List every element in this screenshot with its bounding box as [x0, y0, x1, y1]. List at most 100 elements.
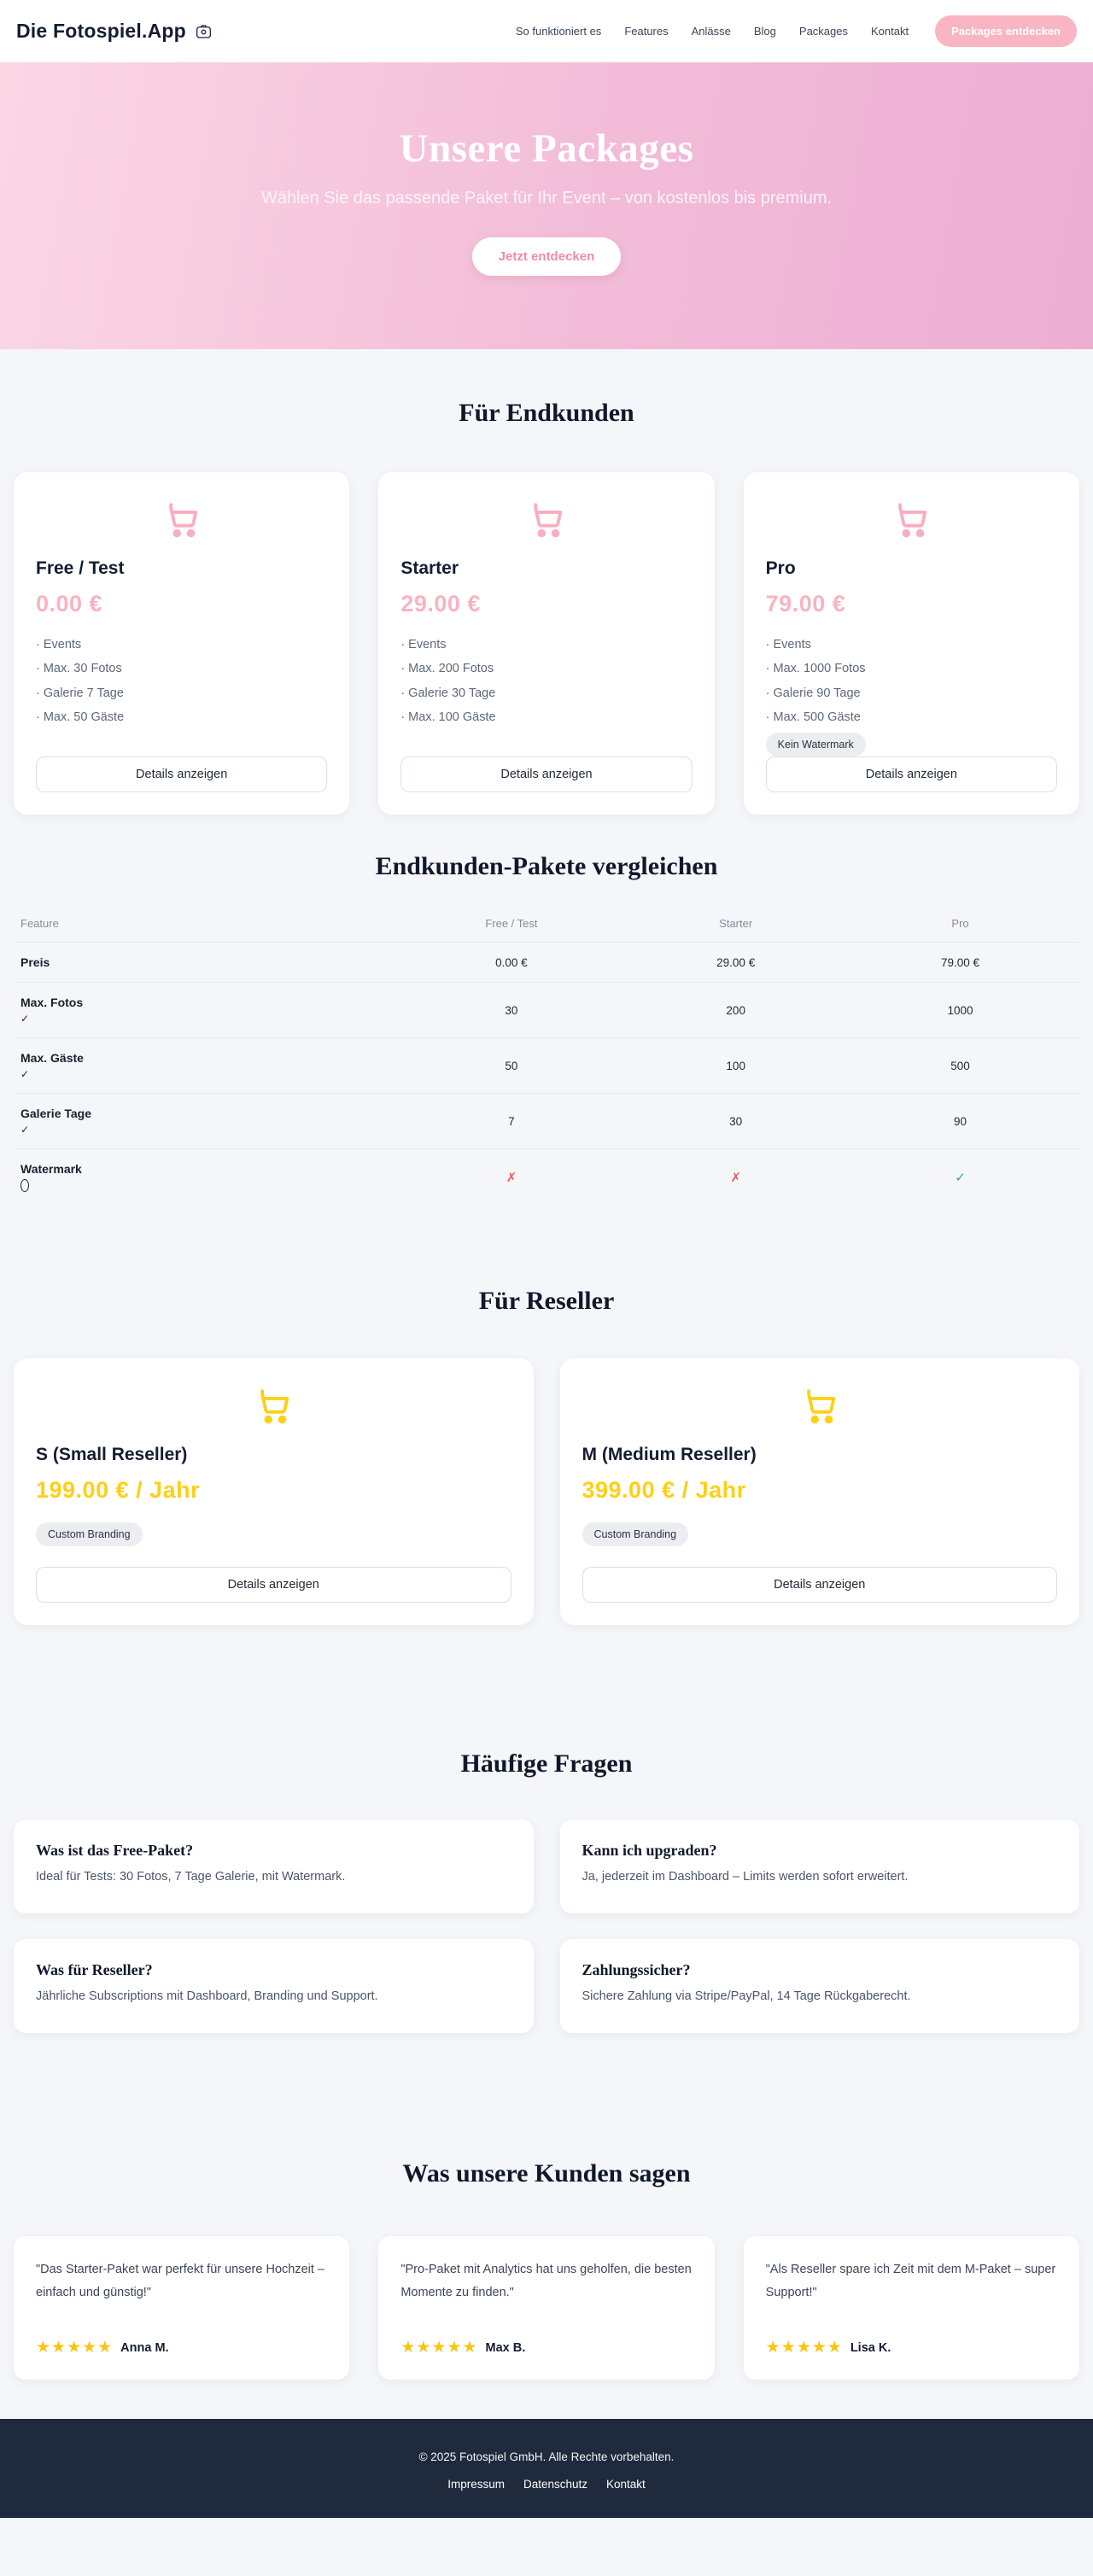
- faq-answer: Ja, jederzeit im Dashboard – Limits werd…: [582, 1870, 909, 1884]
- shopping-cart-icon: [766, 499, 1057, 543]
- nav-packages[interactable]: Packages: [798, 25, 848, 38]
- details-anzeigen-button[interactable]: Details anzeigen: [765, 756, 1057, 793]
- copyright-text: © 2025 Fotospiel GmbH. Alle Rechte vorbe…: [418, 2450, 675, 2464]
- hero-section: Unsere Packages Wählen Sie das passende …: [0, 62, 1093, 349]
- check-icon: ✓: [20, 1124, 30, 1136]
- reseller-title: Für Reseller: [478, 1287, 615, 1316]
- packages-entdecken-button[interactable]: Packages entdecken: [935, 15, 1077, 47]
- details-anzeigen-button[interactable]: Details anzeigen: [36, 756, 328, 793]
- shopping-cart-icon: [400, 499, 692, 543]
- star-rating-icon: ★★★★★: [400, 2339, 478, 2357]
- testimonial-quote: "Das Starter-Paket war perfekt für unser…: [36, 2263, 324, 2299]
- feature-item: · Max. 30 Fotos: [36, 662, 122, 676]
- faq-question: Kann ich upgraden?: [582, 1842, 717, 1860]
- package-price: 29.00 €: [400, 591, 481, 616]
- column-header-pro: Pro: [951, 917, 969, 931]
- testimonial-name: Lisa K.: [850, 2340, 891, 2355]
- check-icon: ✓: [20, 1013, 30, 1025]
- endkunden-title: Für Endkunden: [459, 399, 634, 427]
- ellipse-icon: [20, 1179, 29, 1193]
- feature-item: · Galerie 90 Tage: [765, 686, 861, 700]
- column-header-feature: Feature: [20, 917, 59, 931]
- cell-value: 500: [950, 1059, 970, 1072]
- feature-item: · Events: [400, 638, 447, 651]
- nav-features[interactable]: Features: [624, 25, 669, 38]
- testimonial-card: "Als Reseller spare ich Zeit mit dem M-P…: [743, 2236, 1079, 2380]
- faq-question: Was ist das Free-Paket?: [36, 1842, 194, 1860]
- comparison-section: Endkunden-Pakete vergleichen Feature Fre…: [14, 852, 1079, 1205]
- feature-item: · Events: [765, 638, 811, 651]
- star-rating-icon: ★★★★★: [36, 2339, 114, 2357]
- faq-question: Was für Reseller?: [36, 1961, 153, 1979]
- shopping-cart-icon: [582, 1386, 1058, 1429]
- testimonial-meta: ★★★★★ Anna M.: [36, 2322, 327, 2357]
- faq-grid: Was ist das Free-Paket? Ideal für Tests:…: [14, 1820, 1079, 2034]
- shopping-cart-icon: [36, 499, 327, 543]
- package-name: Free / Test: [36, 558, 125, 578]
- cell-value: 30: [505, 1003, 518, 1017]
- row-label: Max. Fotos: [20, 996, 84, 1010]
- cell-value: 200: [726, 1003, 745, 1017]
- custom-branding-badge: Custom Branding: [36, 1522, 143, 1547]
- comparison-table: Feature Free / Test Starter Pro Preis 0.…: [14, 905, 1079, 1205]
- hero-title: Unsere Packages: [399, 126, 694, 171]
- cell-value: 79.00 €: [941, 955, 980, 969]
- reseller-section: Für Reseller S (Small Reseller) 199.00 €…: [14, 1287, 1079, 1626]
- faq-card: Was für Reseller? Jährliche Subscription…: [14, 1939, 534, 2034]
- cross-icon: ✗: [730, 1170, 741, 1185]
- feature-item: · Max. 200 Fotos: [400, 662, 494, 676]
- nav-kontakt[interactable]: Kontakt: [871, 25, 909, 38]
- testimonial-name: Anna M.: [120, 2340, 169, 2355]
- testimonials-title: Was unsere Kunden sagen: [402, 2159, 691, 2188]
- nav-blog[interactable]: Blog: [753, 25, 776, 38]
- comparison-title: Endkunden-Pakete vergleichen: [375, 852, 718, 881]
- faq-section: Häufige Fragen Was ist das Free-Paket? I…: [14, 1749, 1079, 2034]
- footer-link-kontakt[interactable]: Kontakt: [606, 2478, 646, 2491]
- reseller-card-s: S (Small Reseller) 199.00 € / Jahr Custo…: [14, 1358, 534, 1626]
- table-row-watermark: Watermark ✗ ✗ ✓: [14, 1149, 1079, 1205]
- endkunden-section: Für Endkunden Free / Test 0.00 € · Event…: [14, 349, 1079, 815]
- nav-anlaesse[interactable]: Anlässe: [691, 25, 731, 38]
- package-features: · Events · Max. 30 Fotos · Galerie 7 Tag…: [36, 633, 327, 729]
- cell-value: 1000: [947, 1003, 973, 1017]
- cell-value: 7: [508, 1114, 515, 1128]
- footer-link-impressum[interactable]: Impressum: [447, 2478, 505, 2491]
- feature-item: · Max. 100 Gäste: [400, 710, 496, 724]
- logo[interactable]: Die Fotospiel.App: [16, 20, 213, 43]
- site-footer: © 2025 Fotospiel GmbH. Alle Rechte vorbe…: [0, 2419, 1093, 2519]
- package-price: 79.00 €: [765, 591, 846, 616]
- details-anzeigen-button[interactable]: Details anzeigen: [582, 1567, 1057, 1603]
- cross-icon: ✗: [506, 1170, 517, 1185]
- package-features: · Events · Max. 200 Fotos · Galerie 30 T…: [400, 633, 692, 729]
- package-name: S (Small Reseller): [36, 1445, 188, 1465]
- faq-card: Kann ich upgraden? Ja, jederzeit im Dash…: [559, 1820, 1079, 1914]
- check-icon: ✓: [20, 1068, 30, 1081]
- table-row-max-fotos: Max. Fotos ✓ 30 200 1000: [14, 983, 1079, 1039]
- testimonial-name: Max B.: [485, 2340, 526, 2355]
- jetzt-entdecken-button[interactable]: Jetzt entdecken: [471, 237, 622, 276]
- cell-value: 0.00 €: [495, 955, 528, 969]
- package-price: 0.00 €: [36, 591, 103, 616]
- row-label: Preis: [20, 955, 50, 970]
- feature-item: · Galerie 30 Tage: [400, 686, 496, 700]
- nav-so-funktioniert-es[interactable]: So funktioniert es: [515, 25, 602, 38]
- check-icon: ✓: [955, 1170, 966, 1185]
- table-row-galerie-tage: Galerie Tage ✓ 7 30 90: [14, 1094, 1079, 1150]
- reseller-cards: S (Small Reseller) 199.00 € / Jahr Custo…: [14, 1358, 1079, 1626]
- faq-answer: Jährliche Subscriptions mit Dashboard, B…: [36, 1989, 378, 2004]
- site-header: Die Fotospiel.App So funktioniert es Fea…: [0, 0, 1093, 62]
- details-anzeigen-button[interactable]: Details anzeigen: [400, 756, 693, 793]
- cell-value: 100: [726, 1059, 745, 1072]
- kein-watermark-badge: Kein Watermark: [765, 733, 866, 757]
- details-anzeigen-button[interactable]: Details anzeigen: [36, 1567, 511, 1603]
- feature-item: · Galerie 7 Tage: [36, 686, 124, 700]
- package-card-free: Free / Test 0.00 € · Events · Max. 30 Fo…: [14, 472, 350, 815]
- custom-branding-badge: Custom Branding: [582, 1522, 689, 1547]
- package-name: Pro: [765, 558, 796, 578]
- star-rating-icon: ★★★★★: [765, 2339, 843, 2357]
- footer-link-datenschutz[interactable]: Datenschutz: [523, 2478, 588, 2491]
- cell-value: 90: [954, 1114, 967, 1128]
- row-label: Max. Gäste: [20, 1051, 84, 1066]
- column-header-free: Free / Test: [485, 917, 538, 931]
- table-header-row: Feature Free / Test Starter Pro: [14, 905, 1079, 943]
